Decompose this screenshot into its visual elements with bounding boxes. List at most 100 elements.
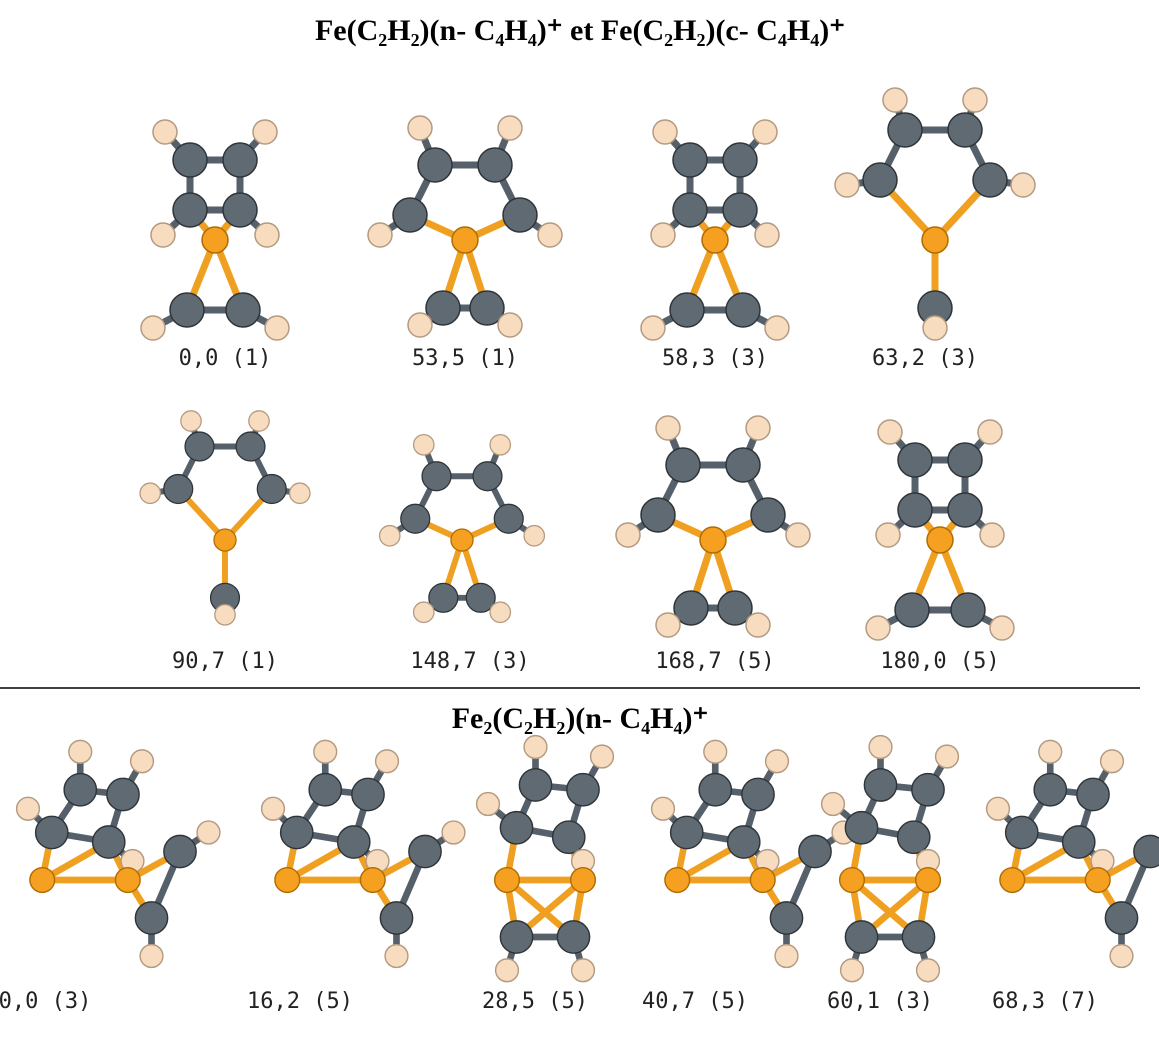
atom [864,769,896,801]
atom [876,523,900,547]
atom [151,223,175,247]
atom [170,293,204,327]
atom [524,736,547,759]
energy-label: 63,2 (3) [872,346,978,371]
atom [978,420,1002,444]
atom [223,143,257,177]
atom [557,921,589,953]
atom [898,493,932,527]
section-title: Fe(C₂H₂)(n- C₄H₄)⁺ et Fe(C₂H₂)(c- C₄H₄)⁺ [315,14,845,47]
molecule [652,740,855,967]
atom [452,227,478,253]
atom [973,163,1007,197]
atom [888,113,922,147]
atom [922,227,948,253]
molecule [987,740,1159,967]
atom [253,120,277,144]
atom [153,120,177,144]
atom [641,498,675,532]
atom [571,868,596,893]
atom [265,316,289,340]
atom [948,493,982,527]
atom [700,527,726,553]
atom [775,945,798,968]
atom [987,797,1010,820]
energy-label: 0,0 (1) [179,346,272,371]
atom [131,750,154,773]
atom [393,198,427,232]
atom [963,88,987,112]
atom [699,774,731,806]
atom [616,523,640,547]
atom [197,821,220,844]
atom [1101,750,1124,773]
atom [1034,774,1066,806]
atom [408,116,432,140]
atom [500,921,532,953]
atom [753,120,777,144]
atom [290,483,310,503]
atom [1077,778,1109,810]
atom [262,797,285,820]
atom [840,868,865,893]
energy-label: 58,3 (3) [662,346,768,371]
atom [746,416,770,440]
atom [214,529,236,551]
atom [376,750,399,773]
molecule [17,740,220,967]
atom [822,793,845,816]
atom [30,868,55,893]
atom [656,416,680,440]
atom [309,774,341,806]
atom [352,778,384,810]
atom [69,740,92,763]
atom [1110,945,1133,968]
atom [980,523,1004,547]
atom [665,868,690,893]
atom [841,959,864,982]
energy-label: 68,3 (7) [992,989,1098,1014]
atom [726,293,760,327]
atom [524,526,544,546]
atom [1011,173,1035,197]
molecule [262,740,465,967]
atom [255,223,279,247]
atom [883,88,907,112]
atom [765,316,789,340]
molecule [835,88,1035,340]
figure: Fe(C₂H₂)(n- C₄H₄)⁺ et Fe(C₂H₂)(c- C₄H₄)⁺… [0,0,1159,1043]
atom [473,462,502,491]
atom [135,902,167,934]
atom [538,223,562,247]
atom [338,826,370,858]
energy-label: 16,2 (5) [247,989,353,1014]
atom [728,826,760,858]
atom [726,448,760,482]
atom [670,293,704,327]
atom [990,616,1014,640]
atom [380,526,400,546]
atom [498,116,522,140]
atom [498,313,522,337]
atom [503,198,537,232]
energy-label: 40,7 (5) [642,989,748,1014]
atom [553,821,585,853]
energy-label: 53,5 (1) [412,346,518,371]
molecule [141,120,289,340]
atom [863,163,897,197]
atom [215,605,235,625]
atom [422,462,451,491]
atom [140,945,163,968]
atom [666,448,700,482]
atom [181,411,201,431]
energy-label: 168,7 (5) [655,649,774,674]
atom [202,227,228,253]
atom [878,420,902,444]
atom [140,483,160,503]
atom [257,475,286,504]
atom [835,173,859,197]
molecule [641,120,789,340]
atom [651,223,675,247]
atom [490,435,510,455]
molecule [866,420,1014,640]
